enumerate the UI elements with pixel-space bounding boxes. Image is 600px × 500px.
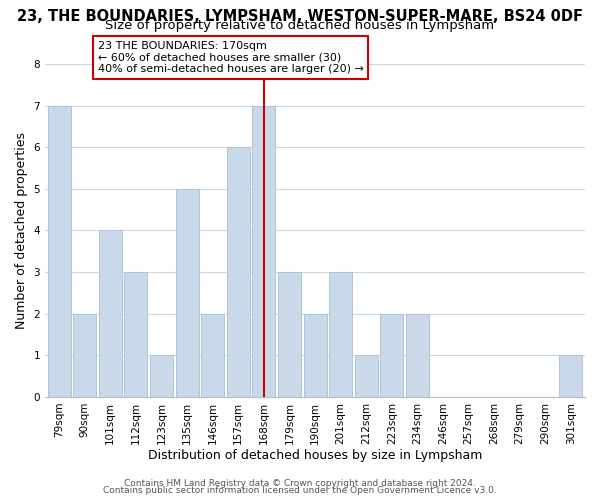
Text: Size of property relative to detached houses in Lympsham: Size of property relative to detached ho…	[106, 18, 494, 32]
Bar	[380, 314, 403, 397]
Bar	[201, 314, 224, 397]
Bar	[278, 272, 301, 397]
X-axis label: Distribution of detached houses by size in Lympsham: Distribution of detached houses by size …	[148, 450, 482, 462]
Text: 23, THE BOUNDARIES, LYMPSHAM, WESTON-SUPER-MARE, BS24 0DF: 23, THE BOUNDARIES, LYMPSHAM, WESTON-SUP…	[17, 9, 583, 24]
Bar	[124, 272, 148, 397]
Bar	[559, 356, 583, 397]
Text: Contains public sector information licensed under the Open Government Licence v3: Contains public sector information licen…	[103, 486, 497, 495]
Bar	[253, 106, 275, 397]
Bar	[47, 106, 71, 397]
Text: Contains HM Land Registry data © Crown copyright and database right 2024.: Contains HM Land Registry data © Crown c…	[124, 478, 476, 488]
Bar	[99, 230, 122, 397]
Bar	[227, 147, 250, 397]
Bar	[406, 314, 429, 397]
Bar	[329, 272, 352, 397]
Text: 23 THE BOUNDARIES: 170sqm
← 60% of detached houses are smaller (30)
40% of semi-: 23 THE BOUNDARIES: 170sqm ← 60% of detac…	[98, 41, 364, 74]
Bar	[355, 356, 378, 397]
Bar	[150, 356, 173, 397]
Bar	[176, 189, 199, 397]
Bar	[73, 314, 96, 397]
Y-axis label: Number of detached properties: Number of detached properties	[15, 132, 28, 329]
Bar	[304, 314, 326, 397]
